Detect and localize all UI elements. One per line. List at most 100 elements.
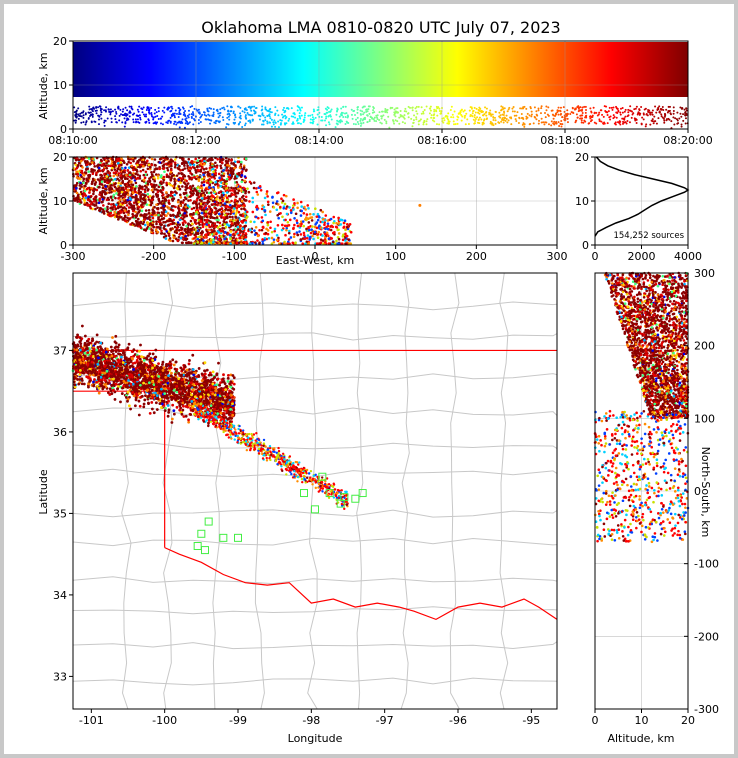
east-west-point [321, 220, 324, 224]
east-west-point [169, 222, 172, 226]
time-altitude-point [136, 118, 139, 121]
east-west-point [195, 203, 199, 206]
east-west-point [299, 214, 303, 217]
time-altitude-point [270, 118, 273, 121]
time-altitude-point [241, 125, 244, 128]
east-west-point [122, 198, 126, 201]
east-west-point [289, 211, 293, 215]
time-altitude-point [264, 119, 267, 122]
time-altitude-point [412, 119, 415, 122]
time-altitude-point [355, 118, 358, 121]
time-altitude-point [334, 126, 337, 129]
time-altitude-point [539, 112, 542, 115]
time-altitude-point [415, 105, 418, 108]
time-altitude-point [121, 113, 124, 116]
x-tick-label: 200 [466, 250, 487, 263]
east-west-point [327, 237, 331, 240]
time-altitude-point [413, 114, 416, 117]
time-altitude-point [115, 110, 118, 113]
time-altitude-point [468, 109, 471, 112]
time-altitude-point [147, 111, 150, 114]
time-altitude-point [507, 119, 510, 122]
east-west-point [241, 214, 245, 218]
time-altitude-point [486, 117, 489, 120]
time-altitude-point [103, 124, 106, 127]
east-west-point [167, 230, 171, 233]
time-altitude-point [456, 118, 459, 121]
time-altitude-point [203, 111, 206, 114]
east-west-point [107, 202, 111, 206]
time-altitude-point [359, 122, 362, 125]
east-west-point [79, 201, 83, 204]
east-west-point [192, 237, 196, 240]
time-altitude-point [680, 125, 683, 128]
time-altitude-point [191, 111, 194, 114]
time-altitude-point [262, 123, 265, 126]
time-altitude-point [187, 122, 190, 125]
east-west-point [150, 183, 153, 186]
time-altitude-point [241, 110, 244, 113]
east-west-point [181, 208, 184, 212]
time-altitude-point [142, 113, 145, 116]
time-altitude-point [420, 112, 423, 115]
east-west-point [228, 189, 232, 192]
time-altitude-point [623, 117, 626, 120]
time-altitude-point [363, 105, 366, 108]
east-west-point [309, 216, 312, 220]
time-altitude-point [471, 112, 474, 115]
time-altitude-point [409, 106, 412, 109]
east-west-point [215, 197, 218, 201]
east-west-point [152, 170, 156, 174]
east-west-point [124, 187, 128, 190]
east-west-point [164, 237, 168, 240]
time-altitude-point [354, 114, 357, 117]
time-altitude-point [440, 112, 443, 115]
time-altitude-point [655, 111, 658, 114]
time-altitude-point [232, 110, 235, 113]
east-west-point [143, 190, 147, 194]
time-altitude-point [239, 114, 242, 117]
east-west-point [316, 236, 320, 239]
east-west-point [256, 193, 260, 196]
east-west-point [138, 159, 141, 162]
time-altitude-grid [73, 41, 688, 129]
east-west-point [160, 217, 164, 221]
east-west-point [323, 241, 327, 244]
time-altitude-point [284, 122, 287, 125]
east-west-point [147, 198, 151, 201]
east-west-point [97, 201, 101, 205]
east-west-point [142, 178, 146, 182]
time-altitude-point [84, 123, 87, 126]
time-altitude-point [325, 115, 328, 118]
east-west-point [91, 168, 94, 172]
east-west-point [167, 199, 171, 202]
time-altitude-point [97, 123, 100, 126]
time-altitude-point [300, 114, 303, 117]
time-altitude-point [577, 107, 580, 110]
time-altitude-point [535, 110, 538, 113]
east-west-point [217, 231, 221, 234]
east-west-point [216, 226, 220, 229]
time-altitude-point [443, 119, 446, 122]
east-west-point [117, 218, 120, 221]
time-altitude-point [225, 126, 228, 129]
time-altitude-point [547, 114, 550, 117]
time-altitude-point [152, 122, 155, 125]
time-altitude-point [394, 110, 397, 113]
time-altitude-point [350, 113, 353, 116]
time-altitude-point [491, 113, 494, 116]
time-altitude-point [433, 117, 436, 120]
east-west-point [204, 234, 208, 237]
east-west-point [225, 169, 228, 172]
east-west-point [235, 242, 239, 245]
east-west-point [207, 181, 210, 185]
east-west-point [229, 237, 232, 241]
east-west-point [173, 177, 176, 181]
east-west-point [245, 217, 248, 220]
east-west-point [307, 207, 310, 210]
east-west-point [138, 174, 142, 178]
time-altitude-point [540, 117, 543, 120]
east-west-point [143, 176, 147, 180]
y-tick-label: 10 [575, 195, 589, 208]
time-altitude-point [429, 109, 432, 112]
